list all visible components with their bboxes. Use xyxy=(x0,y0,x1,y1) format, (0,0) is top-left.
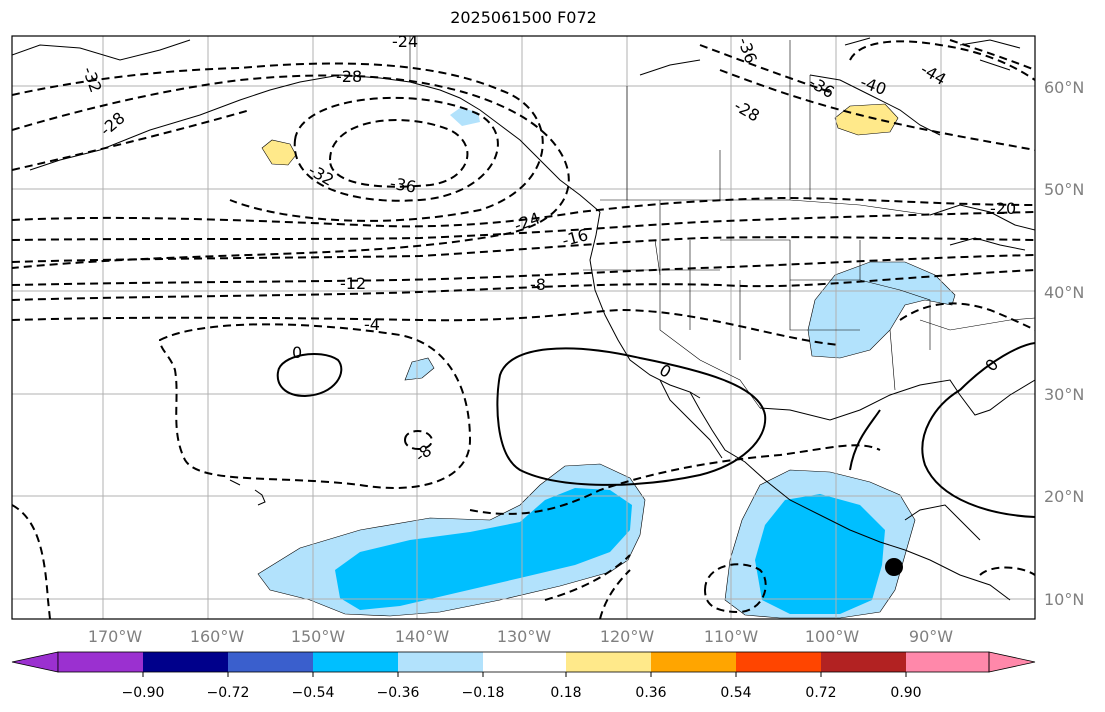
contour-0-loop xyxy=(158,323,472,489)
lat-tick-label: 30°N xyxy=(1044,385,1084,404)
lon-tick-label: 150°W xyxy=(291,627,346,646)
colorbar-segment xyxy=(651,652,736,672)
contour-east-canada xyxy=(699,40,1035,151)
lat-tick-label: 20°N xyxy=(1044,487,1084,506)
lon-tick-label: 110°W xyxy=(704,627,759,646)
zero-mexico-line xyxy=(849,409,881,471)
zero-hawaii-loop xyxy=(276,353,343,398)
contour-label: -4 xyxy=(364,315,380,334)
contour-east-loop xyxy=(979,566,1035,576)
lon-tick-labels: 170°W 160°W 150°W 140°W 130°W 120°W 110°… xyxy=(88,627,953,646)
contour-tropical xyxy=(12,444,881,619)
shade-us-light xyxy=(807,261,956,359)
borders xyxy=(409,36,1035,409)
contour-low-36 xyxy=(293,96,499,202)
lon-tick-label: 120°W xyxy=(600,627,655,646)
colorbar-tick-label: −0.90 xyxy=(122,685,165,701)
shade-hawaii-light xyxy=(404,357,435,381)
contour-24 xyxy=(12,109,1035,228)
lon-tick-label: 170°W xyxy=(88,627,143,646)
coastlines xyxy=(12,37,1035,601)
colorbar-tick-label: −0.36 xyxy=(377,685,420,701)
hudson-area xyxy=(639,59,941,136)
contour-label: 0 xyxy=(292,343,302,362)
contour-label: -8 xyxy=(530,275,546,294)
dashed-contours xyxy=(12,39,1035,619)
lon-tick-label: 90°W xyxy=(909,627,953,646)
colorbar-tick-label: 0.72 xyxy=(805,685,836,701)
contour-label: -28 xyxy=(336,67,362,86)
lat-tick-label: 10°N xyxy=(1044,590,1084,609)
colorbar-tick-label: 0.90 xyxy=(890,685,921,701)
central-america xyxy=(904,504,1011,601)
colorbar-tick-label: −0.18 xyxy=(462,685,505,701)
alaska-coast xyxy=(12,39,601,213)
lat-tick-label: 50°N xyxy=(1044,180,1084,199)
map-frame xyxy=(11,35,1036,620)
colorbar-segment xyxy=(313,652,398,672)
contour-16 xyxy=(12,236,1035,263)
arctic-bits xyxy=(844,37,1021,71)
shaded-regions xyxy=(257,103,956,619)
lat-tick-label: 40°N xyxy=(1044,283,1084,302)
colorbar-segment xyxy=(483,652,566,672)
contour-label: -20 xyxy=(990,199,1016,218)
location-marker xyxy=(885,558,903,576)
zero-baja-loop xyxy=(496,347,767,486)
contour-4 xyxy=(12,308,841,346)
colorbar-tick-label: 0.36 xyxy=(635,685,666,701)
colorbar-tick-label: 0.18 xyxy=(550,685,581,701)
lat-tick-labels: 60°N 50°N 40°N 30°N 20°N 10°N xyxy=(1044,78,1084,609)
shade-pacific-dark xyxy=(335,488,632,610)
colorbar-segment xyxy=(821,652,906,672)
zero-gulf-loop xyxy=(921,342,1035,518)
lat-tick-label: 60°N xyxy=(1044,78,1084,97)
lon-tick-label: 100°W xyxy=(805,627,860,646)
colorbar-segment xyxy=(58,652,143,672)
colorbar: −0.90 −0.72 −0.54 −0.36 −0.18 0.18 0.36 … xyxy=(11,651,1036,701)
colorbar-tick-label: −0.54 xyxy=(292,685,335,701)
contour-label: -36 xyxy=(389,173,418,196)
colorbar-segment xyxy=(398,652,483,672)
lon-tick-label: 140°W xyxy=(395,627,450,646)
contour-mexico-loop xyxy=(703,563,767,614)
colorbar-tick-label: −0.72 xyxy=(207,685,250,701)
baja xyxy=(659,379,723,459)
contour-8 xyxy=(12,269,1035,301)
gulf-coast xyxy=(759,379,1035,421)
map-title: 2025061500 F072 xyxy=(450,8,597,27)
contour-label: -12 xyxy=(340,274,366,293)
colorbar-segment xyxy=(143,652,228,672)
colorbar-segment xyxy=(566,652,651,672)
canada-east xyxy=(929,204,1035,251)
contour-inner-low xyxy=(328,119,469,188)
shade-mexico-dark xyxy=(755,494,885,614)
contour-pacific-south xyxy=(544,554,631,619)
colorbar-segment xyxy=(906,652,989,672)
lon-tick-label: 160°W xyxy=(190,627,245,646)
contour-44 xyxy=(949,39,1035,71)
colorbar-tick-label: 0.54 xyxy=(720,685,751,701)
contour-east-gulf xyxy=(899,302,1035,331)
colorbar-arrow-right xyxy=(988,651,1036,673)
contour-28 xyxy=(12,74,570,269)
gridlines xyxy=(12,36,1035,619)
contour-label: -24 xyxy=(392,32,418,51)
west-coast xyxy=(589,211,906,551)
lon-tick-label: 130°W xyxy=(497,627,552,646)
colorbar-segment xyxy=(228,652,313,672)
colorbar-segment xyxy=(736,652,821,672)
contour-32 xyxy=(12,62,544,222)
solid-contours xyxy=(276,342,1035,518)
colorbar-arrow-left xyxy=(11,651,59,673)
hawaii xyxy=(229,479,266,506)
